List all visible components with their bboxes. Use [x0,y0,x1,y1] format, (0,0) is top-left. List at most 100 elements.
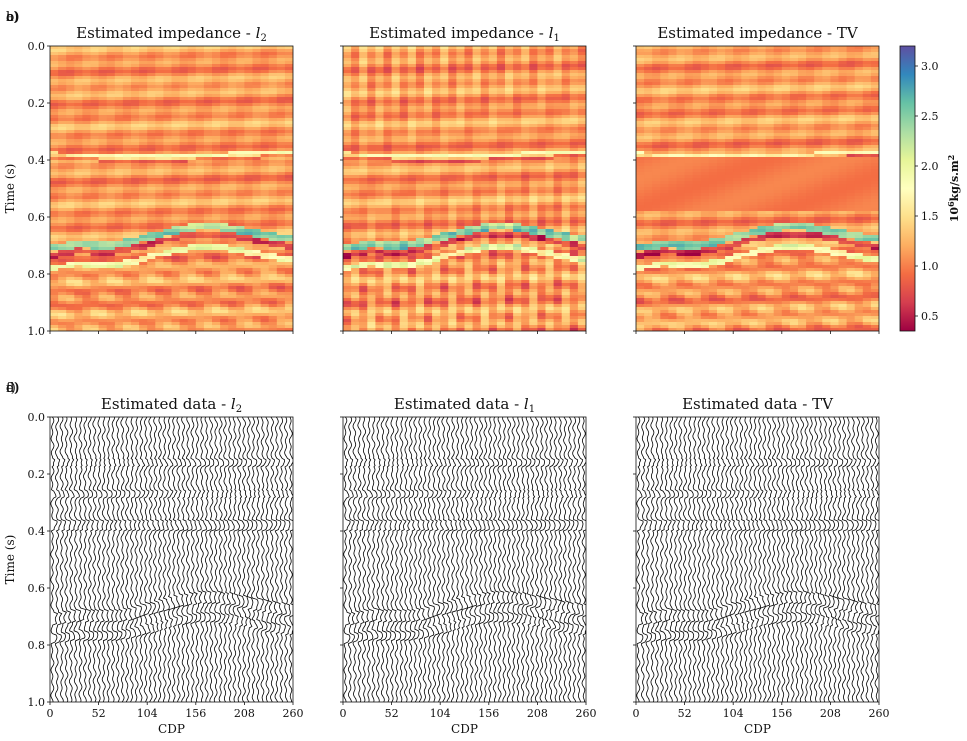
heatmap-cell [351,46,360,50]
heatmap-cell [98,262,108,266]
heatmap-cell [407,160,417,164]
heatmap-cell [268,61,278,65]
heatmap-cell [464,178,474,182]
heatmap-cell [82,304,92,308]
heatmap-cell [90,274,100,278]
heatmap-cell [432,100,441,104]
heatmap-cell [561,130,571,134]
heatmap-cell [74,160,83,164]
heatmap-cell [90,328,100,331]
heatmap-cell [228,253,237,257]
heatmap-cell [284,130,293,134]
heatmap-cell [553,217,563,221]
heatmap-cell [391,94,401,98]
heatmap-cell [66,208,75,212]
heatmap-cell [480,49,490,53]
heatmap-cell [464,103,474,107]
heatmap-cell [268,271,278,275]
heatmap-cell [236,82,245,86]
heatmap-cell [577,253,586,257]
heatmap-cell [448,184,457,188]
heatmap-cell [367,154,376,158]
heatmap-cell [391,184,401,188]
heatmap-cell [545,142,555,146]
heatmap-cell [276,97,286,101]
heatmap-cell [391,202,401,206]
heatmap-cell [131,196,140,200]
heatmap-cell [276,199,286,203]
heatmap-cell [432,85,441,89]
heatmap-cell [577,145,586,149]
heatmap-cell [82,115,92,119]
heatmap-cell [114,175,124,179]
heatmap-cell [351,250,360,254]
heatmap-cell [359,232,368,236]
heatmap-cell [228,304,237,308]
heatmap-cell [529,202,538,206]
heatmap-cell [90,223,100,227]
heatmap-cell [537,163,547,167]
heatmap-cell [359,163,368,167]
heatmap-cell [187,304,197,308]
heatmap-cell [448,94,457,98]
heatmap-cell [220,100,229,104]
heatmap-cell [106,271,116,275]
heatmap-cell [203,172,213,176]
heatmap-cell [139,112,148,116]
heatmap-cell [343,112,352,116]
panel-label: b) [6,10,19,25]
heatmap-cell [147,313,156,317]
heatmap-cell [228,148,237,152]
heatmap-cell [106,142,116,146]
heatmap-cell [260,250,270,254]
heatmap-cell [171,310,181,314]
heatmap-cell [179,115,189,119]
heatmap-cell [122,262,132,266]
heatmap-cell [383,58,393,62]
heatmap-cell [424,67,433,71]
heatmap-cell [106,220,116,224]
heatmap-cell [537,136,547,140]
y-tick-label: 0.8 [28,268,46,281]
heatmap-cell [244,244,254,248]
heatmap-cell [163,109,173,113]
heatmap-cell [569,133,579,137]
heatmap-cell [90,259,100,263]
heatmap-cell [432,121,441,125]
heatmap-cell [367,103,376,107]
heatmap-cell [432,133,441,137]
heatmap-cell [66,265,75,269]
heatmap-cell [545,232,555,236]
heatmap-cell [195,202,205,206]
heatmap-cell [171,154,181,158]
heatmap-cell [399,175,409,179]
heatmap-cell [131,97,140,101]
heatmap-cell [66,82,75,86]
heatmap-cell [537,172,547,176]
heatmap-cell [187,238,197,242]
heatmap-cell [155,301,164,305]
heatmap-cell [513,232,522,236]
heatmap-cell [98,187,108,191]
heatmap-cell [561,148,571,152]
heatmap-cell [244,223,254,227]
heatmap-cell [252,109,262,113]
heatmap-cell [464,85,474,89]
heatmap-cell [252,73,262,77]
heatmap-cell [432,79,441,83]
heatmap-cell [139,202,148,206]
heatmap-cell [553,121,563,125]
heatmap-cell [424,241,433,245]
heatmap-cell [351,175,360,179]
heatmap-cell [155,88,164,92]
heatmap-cell [252,268,262,272]
heatmap-cell [163,325,173,329]
heatmap-cell [98,145,108,149]
heatmap-cell [284,319,293,323]
heatmap-cell [228,130,237,134]
heatmap-cell [147,193,156,197]
heatmap-cell [187,283,197,287]
heatmap-cell [228,106,237,110]
heatmap-cell [268,64,278,68]
heatmap-cell [545,238,555,242]
